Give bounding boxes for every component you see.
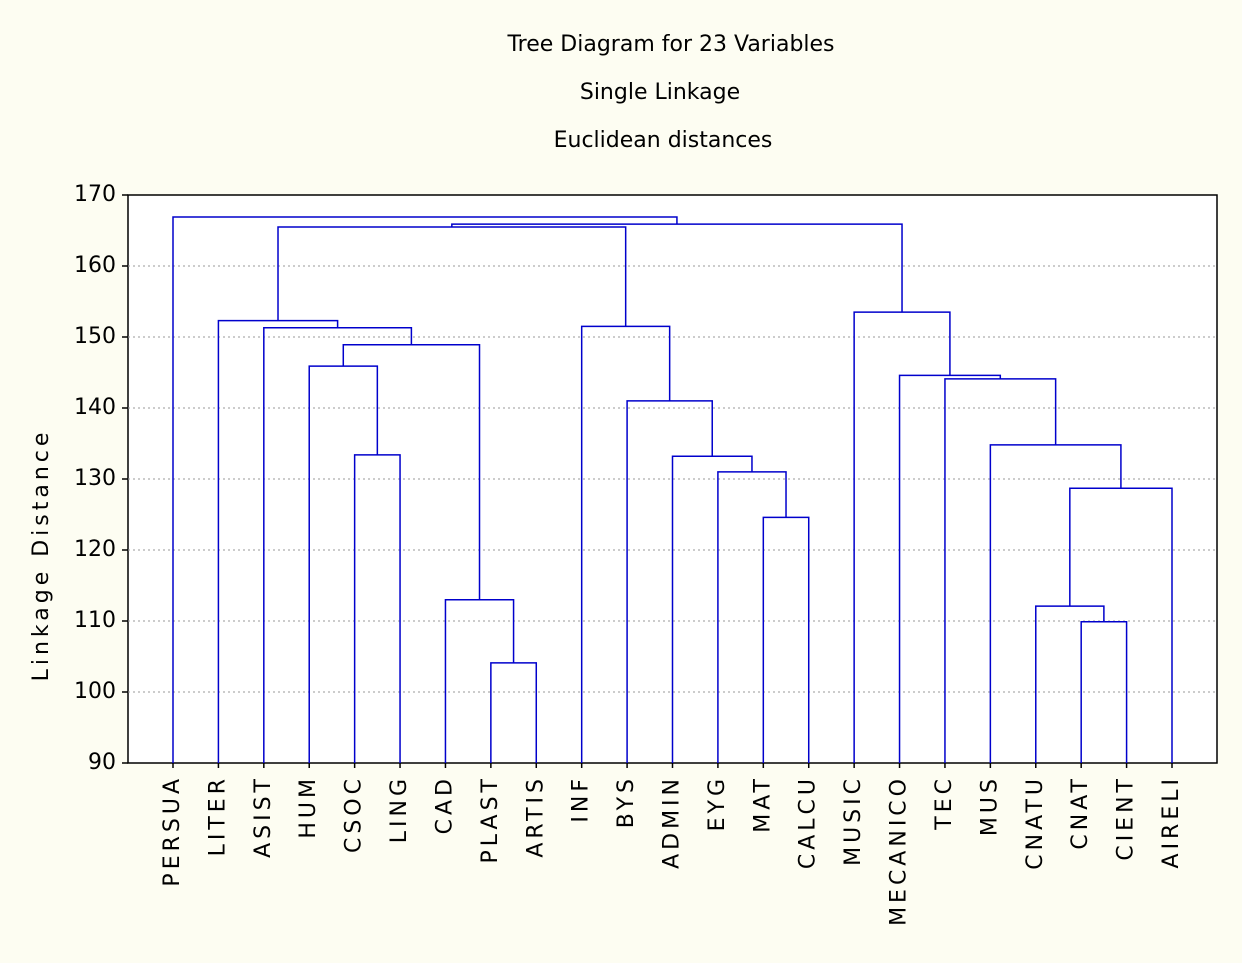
y-tick-label: 130 bbox=[74, 466, 116, 491]
leaf-label: EYG bbox=[705, 775, 730, 831]
leaf-label: MECANICO bbox=[887, 775, 912, 926]
leaf-label: CAD bbox=[432, 775, 457, 834]
leaf-label: LITER bbox=[205, 775, 230, 856]
leaf-label: PERSUA bbox=[160, 775, 185, 887]
y-tick-label: 150 bbox=[74, 324, 116, 349]
y-tick-label: 140 bbox=[74, 395, 116, 420]
leaf-label: PLAST bbox=[478, 775, 503, 863]
leaf-label: CNATU bbox=[1023, 775, 1048, 870]
leaf-label: TEC bbox=[932, 775, 957, 831]
leaf-label: MAT bbox=[750, 775, 775, 833]
leaf-label: MUS bbox=[977, 775, 1002, 836]
leaf-label: ASIST bbox=[251, 775, 276, 858]
y-tick-label: 160 bbox=[74, 253, 116, 278]
chart-subtitle: Euclidean distances bbox=[554, 128, 773, 153]
leaf-label: AIRELI bbox=[1159, 775, 1184, 868]
leaf-label: INF bbox=[569, 775, 594, 823]
leaf-label: HUM bbox=[296, 775, 321, 839]
leaf-label: CSOC bbox=[342, 775, 367, 853]
leaf-label: ADMIN bbox=[660, 775, 685, 869]
leaf-label: LING bbox=[387, 775, 412, 843]
leaf-label: CNAT bbox=[1068, 775, 1093, 850]
chart-subtitle: Single Linkage bbox=[580, 80, 740, 105]
chart-title: Tree Diagram for 23 Variables bbox=[506, 32, 834, 57]
leaf-label: ARTIS bbox=[523, 775, 548, 858]
y-tick-label: 170 bbox=[74, 182, 116, 207]
y-tick-label: 90 bbox=[88, 750, 116, 775]
y-tick-label: 100 bbox=[74, 679, 116, 704]
y-axis-label: Linkage Distance bbox=[29, 429, 54, 682]
y-tick-label: 120 bbox=[74, 537, 116, 562]
leaf-label: CIENT bbox=[1114, 775, 1139, 861]
leaf-label: BYS bbox=[614, 775, 639, 828]
merge-link bbox=[172, 216, 678, 763]
leaf-label: CALCU bbox=[796, 775, 821, 869]
y-tick-label: 110 bbox=[74, 608, 116, 633]
leaf-label: MUSIC bbox=[841, 775, 866, 866]
